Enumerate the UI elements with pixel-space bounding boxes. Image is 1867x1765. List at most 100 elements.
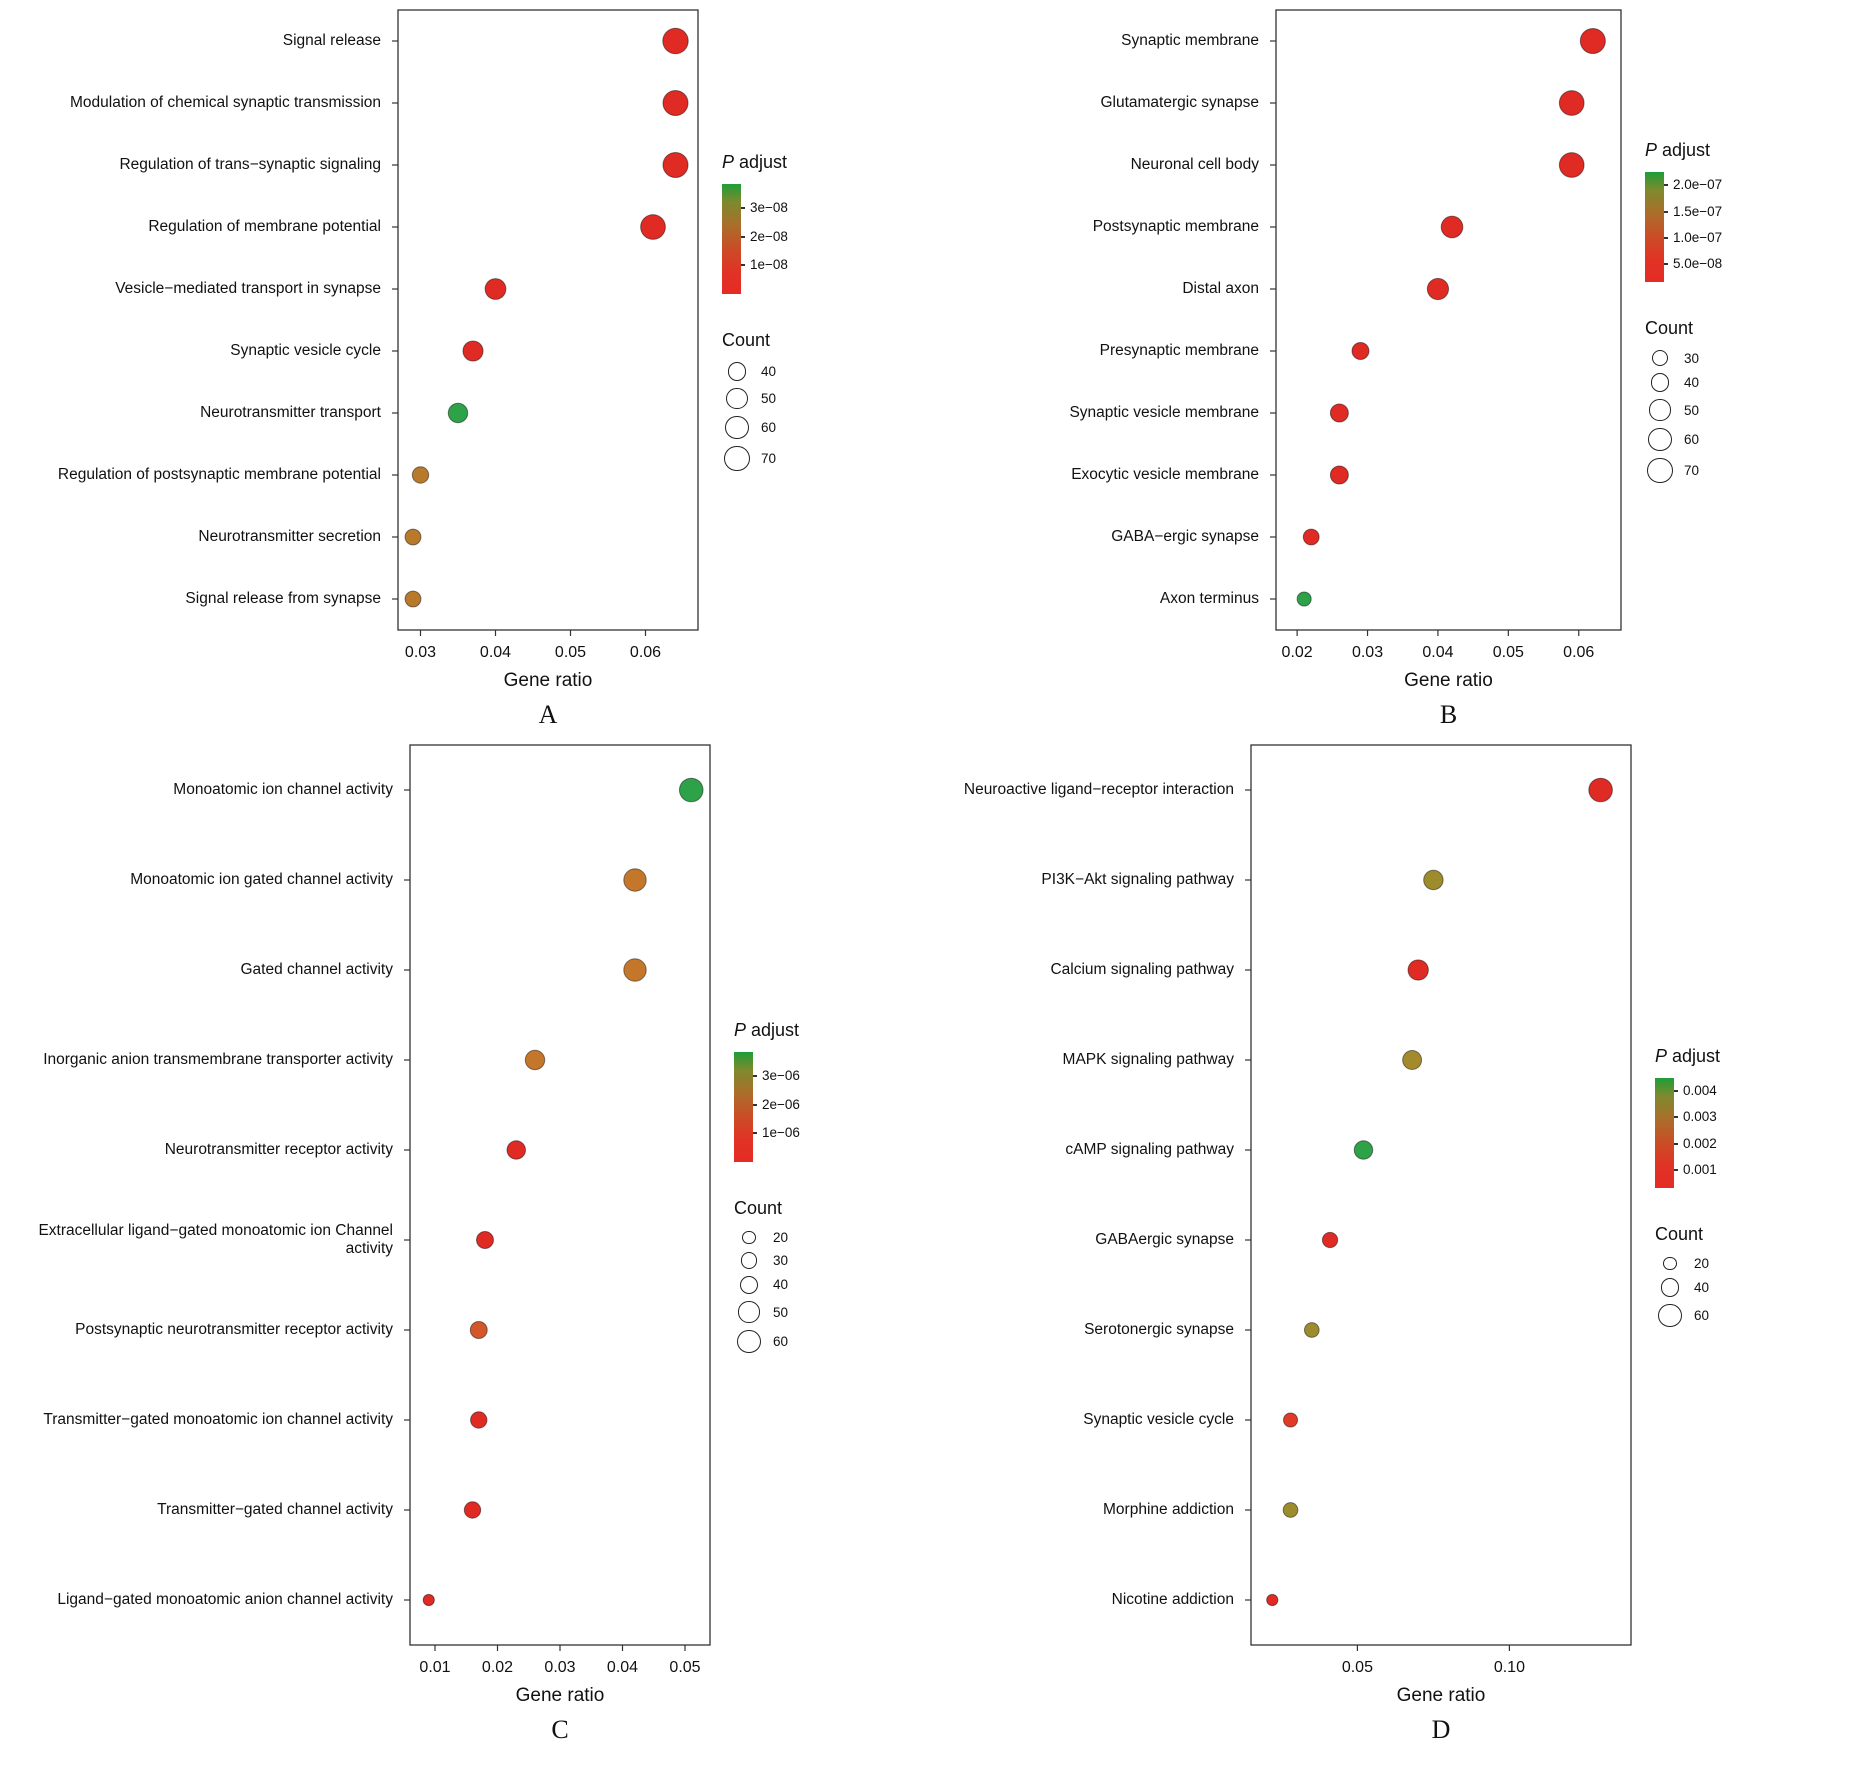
y-axis-label: Synaptic membrane (1121, 32, 1259, 50)
y-axis-label: MAPK signaling pathway (1062, 1051, 1234, 1069)
panel-a: Signal release Modulation of chemical syn… (0, 0, 933, 735)
data-point (1426, 277, 1450, 301)
count-legend-row: 60 (722, 415, 874, 440)
count-legend-value: 70 (1684, 462, 1700, 478)
count-legend-circle (738, 1301, 760, 1323)
y-axis-label: Neurotransmitter receptor activity (164, 1141, 393, 1159)
data-point (1329, 403, 1349, 423)
data-point (1296, 591, 1312, 607)
count-legend-title: Count (722, 329, 771, 350)
colorbar-gradient (722, 183, 741, 294)
padjust-legend: P adjust 3e−06 2e−06 1e−06 (734, 1020, 886, 1163)
colorbar-tick (1674, 1116, 1678, 1119)
count-legend-circle (1651, 350, 1669, 367)
dot-plot: 0.02 0.03 0.04 0.05 0.06 Gene ratio (1270, 9, 1622, 691)
count-legend: Count 30 40 50 60 70 (1645, 318, 1797, 490)
data-point (484, 278, 507, 300)
x-tick-label: 0.05 (669, 1659, 700, 1676)
y-axis-label: Synaptic vesicle membrane (1069, 404, 1259, 422)
count-legend-circle-cell (1655, 1303, 1685, 1328)
panel-b: Synaptic membrane Glutamatergic synapse Ne… (933, 0, 1867, 735)
data-point (1423, 869, 1444, 891)
colorbar-tick (1664, 263, 1668, 266)
padjust-legend-title: P adjust (734, 1020, 886, 1041)
count-legend-circle-cell (1645, 350, 1675, 367)
y-axis-label: Vesicle−mediated transport in synapse (115, 280, 381, 298)
count-legend-row: 60 (734, 1329, 886, 1353)
colorbar: 0.004 0.003 0.002 0.001 (1655, 1077, 1807, 1188)
count-legend-circle-cell (722, 361, 752, 381)
y-axis-label: Regulation of trans−synaptic signaling (119, 156, 381, 174)
count-legend-circle-cell (722, 387, 752, 409)
count-legend-value: 60 (1694, 1307, 1710, 1323)
count-legend-circle-cell (1655, 1277, 1685, 1297)
y-axis-label: Synaptic vesicle cycle (230, 342, 381, 360)
data-point (1329, 465, 1349, 485)
x-tick-label: 0.06 (630, 644, 661, 661)
data-point (640, 214, 666, 240)
x-tick-label: 0.06 (1563, 644, 1594, 661)
y-axis-label: Monoatomic ion gated channel activity (130, 871, 393, 889)
data-point (623, 868, 647, 892)
count-legend-value: 30 (773, 1252, 789, 1268)
data-point (476, 1231, 494, 1249)
colorbar-tick-label: 1.5e−07 (1673, 203, 1723, 219)
count-legend-circle (727, 361, 747, 381)
padjust-legend: P adjust 2.0e−07 1.5e−07 1.0e−07 5.0e−08 (1645, 140, 1797, 283)
plot-frame (409, 744, 711, 1646)
x-axis-title: Gene ratio (1397, 1685, 1486, 1706)
colorbar-tick (741, 206, 745, 209)
y-axis-label: Serotonergic synapse (1084, 1321, 1234, 1339)
colorbar: 3e−06 2e−06 1e−06 (734, 1052, 886, 1163)
colorbar-tick-label: 2e−06 (762, 1096, 800, 1112)
colorbar-tick (1674, 1169, 1678, 1172)
count-legend: Count 20 30 40 50 60 (734, 1198, 886, 1360)
data-point (1351, 342, 1370, 360)
count-legend-circle-cell (1645, 457, 1675, 483)
y-axis-label: Neurotransmitter transport (200, 404, 381, 422)
y-axis-label: Postsynaptic neurotransmitter receptor a… (75, 1321, 393, 1339)
y-axis-label: Calcium signaling pathway (1050, 961, 1234, 979)
count-legend-row: 70 (1645, 457, 1797, 483)
data-point (1558, 90, 1585, 116)
colorbar-tick (1664, 237, 1668, 240)
y-axis-label: Exocytic vesicle membrane (1071, 466, 1259, 484)
count-legend: Count 40 50 60 70 (722, 330, 874, 479)
data-point (506, 1140, 526, 1160)
data-point (1321, 1231, 1339, 1249)
count-legend-row: 40 (1645, 373, 1797, 393)
colorbar-gradient (734, 1052, 753, 1163)
data-point (678, 777, 704, 803)
count-legend-circle-cell (1645, 427, 1675, 451)
count-legend-value: 60 (761, 420, 777, 436)
y-axis-label: Axon terminus (1159, 590, 1259, 608)
count-legend-value: 40 (761, 363, 777, 379)
panel-d-body: Neuroactive ligand−receptor interaction P… (943, 735, 1807, 1709)
padjust-title-italic-p: P (734, 1020, 747, 1041)
count-legend-circle-cell (1645, 373, 1675, 393)
panel-letter: A (538, 700, 558, 729)
colorbar-tick (1664, 210, 1668, 213)
panel-letter: B (1439, 700, 1458, 729)
count-legend-title: Count (1645, 318, 1694, 339)
colorbar-tick-label: 2.0e−07 (1673, 177, 1723, 193)
data-point (524, 1049, 546, 1071)
count-legend-value: 30 (1684, 350, 1700, 366)
panel-c: Monoatomic ion channel activity Monoatomi… (0, 735, 933, 1765)
colorbar-tick (753, 1103, 757, 1106)
colorbar-tick-label: 1e−06 (762, 1125, 800, 1141)
y-axis-label: Transmitter−gated channel activity (157, 1501, 393, 1519)
y-axis-label: Glutamatergic synapse (1100, 94, 1259, 112)
legend: P adjust 0.004 0.003 0.002 0.001 Count 20 40 60 (1655, 735, 1807, 1645)
padjust-legend: P adjust 3e−08 2e−08 1e−08 (722, 152, 874, 294)
colorbar-tick (1674, 1090, 1678, 1093)
data-point (1407, 959, 1429, 981)
y-axis-label: Postsynaptic membrane (1092, 218, 1259, 236)
data-point (1579, 27, 1606, 55)
x-tick-label: 0.02 (482, 1659, 513, 1676)
count-legend-row: 30 (734, 1252, 886, 1269)
count-legend-value: 40 (1684, 375, 1700, 391)
count-legend-row: 40 (1655, 1277, 1807, 1297)
legend: P adjust 3e−08 2e−08 1e−08 Count 40 50 60 70 (722, 0, 874, 630)
data-point (469, 1321, 488, 1339)
